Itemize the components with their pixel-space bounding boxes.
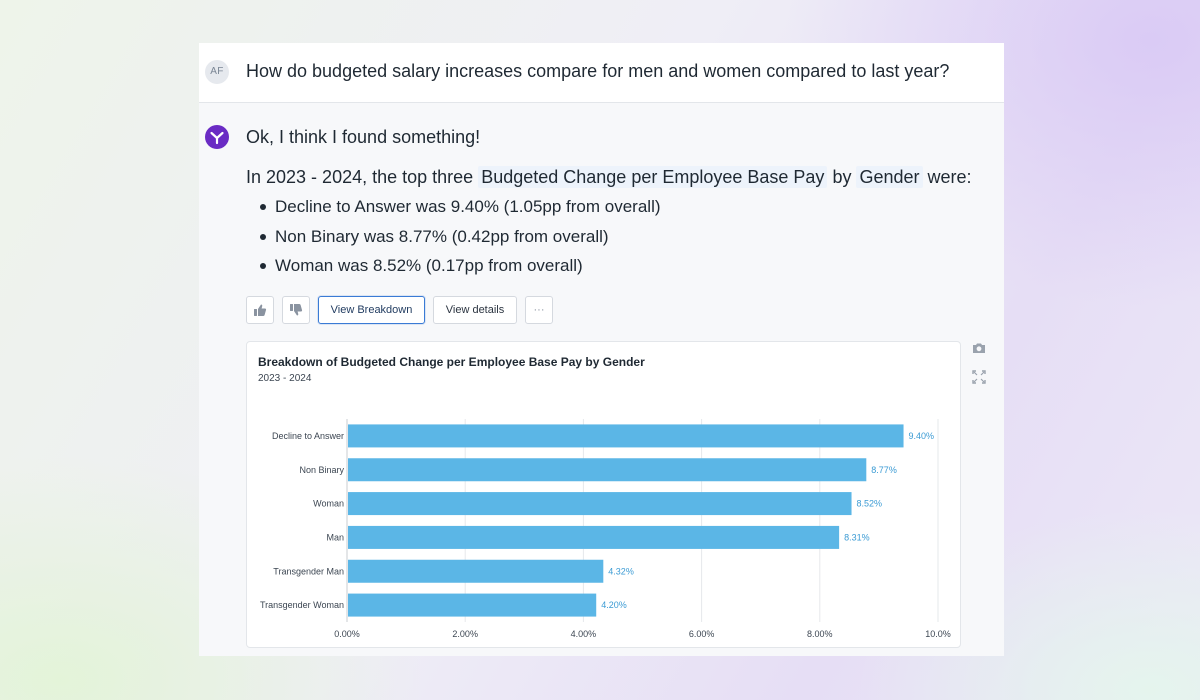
- user-question: How do budgeted salary increases compare…: [246, 61, 950, 81]
- list-item: Woman was 8.52% (0.17pp from overall): [257, 254, 661, 284]
- x-tick-label: 2.00%: [452, 629, 478, 639]
- answer-by: by: [832, 167, 852, 187]
- x-tick-label: 4.00%: [571, 629, 597, 639]
- bar: [348, 525, 840, 549]
- bar-chart: 0.00% 2.00% 4.00% 6.00% 8.00% 10.0% Decline to…: [260, 419, 951, 639]
- answer-suffix: were:: [927, 167, 972, 187]
- more-options-button[interactable]: ···: [525, 296, 553, 324]
- view-breakdown-button[interactable]: View Breakdown: [318, 296, 425, 324]
- chart-card: Breakdown of Budgeted Change per Employe…: [246, 341, 961, 648]
- y-tick-label: Man: [326, 532, 344, 542]
- dimension-tag[interactable]: Gender: [856, 166, 923, 188]
- y-tick-label: Woman: [313, 499, 344, 509]
- data-label: 4.20%: [601, 600, 627, 610]
- y-tick-label: Non Binary: [299, 465, 344, 475]
- list-item: Decline to Answer was 9.40% (1.05pp from…: [257, 195, 661, 225]
- metric-tag[interactable]: Budgeted Change per Employee Base Pay: [478, 166, 828, 188]
- thumbs-up-button[interactable]: [246, 296, 274, 324]
- data-label: 9.40%: [909, 431, 935, 441]
- chat-panel: AF How do budgeted salary increases comp…: [199, 43, 1004, 656]
- user-avatar: AF: [205, 60, 229, 84]
- data-label: 4.32%: [608, 566, 634, 576]
- answer-intro: Ok, I think I found something!: [246, 127, 481, 147]
- x-tick-label: 10.0%: [925, 629, 951, 639]
- data-label: 8.52%: [857, 499, 883, 509]
- assistant-logo-icon: [205, 125, 229, 149]
- user-question-row: AF How do budgeted salary increases comp…: [199, 43, 1004, 103]
- chart-title: Breakdown of Budgeted Change per Employe…: [258, 355, 645, 369]
- camera-icon[interactable]: [971, 340, 987, 356]
- x-tick-label: 8.00%: [807, 629, 833, 639]
- list-item: Non Binary was 8.77% (0.42pp from overal…: [257, 225, 661, 255]
- expand-icon[interactable]: [971, 369, 987, 385]
- y-tick-label: Transgender Man: [273, 566, 344, 576]
- data-label: 8.77%: [871, 465, 897, 475]
- thumbs-down-button[interactable]: [282, 296, 310, 324]
- data-label: 8.31%: [844, 532, 870, 542]
- thumbs-down-icon: [290, 304, 303, 316]
- x-tick-label: 0.00%: [334, 629, 360, 639]
- view-details-button[interactable]: View details: [433, 296, 517, 324]
- bar: [348, 559, 604, 583]
- bar: [348, 424, 904, 448]
- chart-subtitle: 2023 - 2024: [258, 373, 312, 384]
- bar: [348, 458, 867, 482]
- thumbs-up-icon: [254, 304, 267, 317]
- bar: [348, 593, 597, 617]
- answer-prefix: In 2023 - 2024, the top three: [246, 167, 474, 187]
- answer-bullets: Decline to Answer was 9.40% (1.05pp from…: [257, 195, 661, 284]
- x-tick-label: 6.00%: [689, 629, 715, 639]
- y-tick-label: Decline to Answer: [272, 431, 344, 441]
- y-tick-label: Transgender Woman: [260, 600, 344, 610]
- answer-summary: In 2023 - 2024, the top three Budgeted C…: [246, 166, 972, 188]
- bar: [348, 492, 852, 516]
